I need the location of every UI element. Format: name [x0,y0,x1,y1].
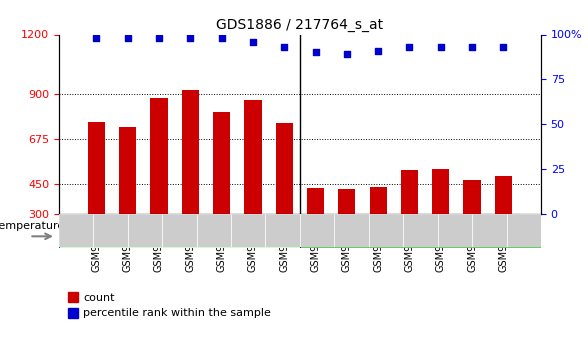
Legend: count, percentile rank within the sample: count, percentile rank within the sample [64,288,276,323]
Point [467,44,477,50]
Bar [338,189,356,214]
Bar [151,98,168,214]
Title: GDS1886 / 217764_s_at: GDS1886 / 217764_s_at [216,18,383,32]
Bar [93,214,128,247]
Bar [369,214,403,247]
Point [248,39,258,45]
Point [342,51,352,57]
Bar [88,122,105,214]
Bar [307,188,324,214]
Bar [119,127,136,214]
Bar [369,187,387,214]
Point [154,35,163,41]
Bar [244,100,262,214]
Bar [128,214,162,247]
Point [373,48,383,53]
Point [92,35,101,41]
Bar [472,214,506,247]
Point [436,44,446,50]
Bar [231,214,265,247]
Point [499,44,508,50]
Point [186,35,195,41]
Bar [437,214,472,247]
Bar [213,112,230,214]
Bar [506,214,541,247]
Bar [196,214,231,247]
Bar [265,214,300,247]
Point [217,35,226,41]
Point [279,44,289,50]
Bar [335,214,369,247]
Text: 37 degrees C: 37 degrees C [379,225,462,238]
Bar [463,180,481,214]
Point [123,35,132,41]
Text: temperature: temperature [0,221,65,231]
Bar [59,214,93,247]
Bar [162,214,196,247]
Point [405,44,414,50]
FancyBboxPatch shape [300,214,541,248]
Bar [182,90,199,214]
FancyBboxPatch shape [59,214,300,248]
Bar [276,123,293,214]
Bar [432,169,449,214]
Point [311,50,320,55]
Bar [300,214,335,247]
Bar [401,170,418,214]
Bar [403,214,437,247]
Text: 32 degrees C: 32 degrees C [138,225,221,238]
Bar [495,176,512,214]
